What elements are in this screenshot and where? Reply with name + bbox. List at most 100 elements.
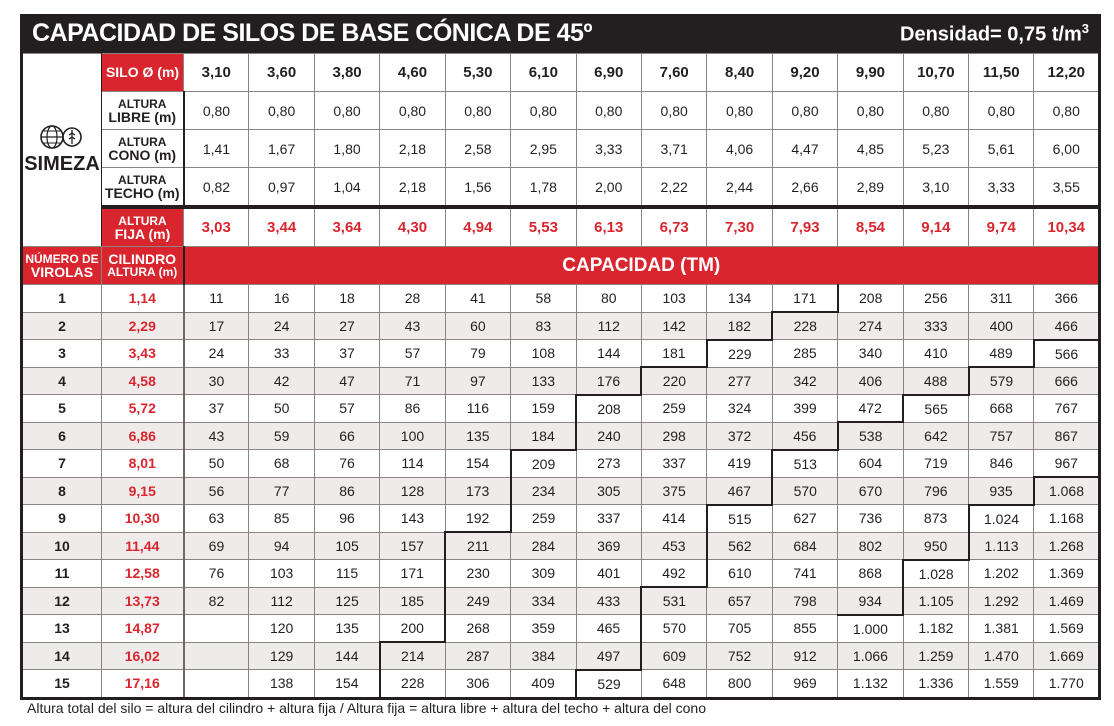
density-label: Densidad= 0,75 t/m3	[900, 21, 1089, 47]
capacity-cell: 134	[706, 284, 773, 313]
row-altura-libre: ALTURA LIBRE (m) 0,80 0,80 0,80 0,80 0,80 0,80…	[22, 91, 1100, 130]
capacity-cell: 176	[575, 366, 642, 395]
capacity-sheet: CAPACIDAD DE SILOS DE BASE CÓNICA DE 45º…	[20, 14, 1101, 716]
table-row: 1 1,14 11 16 18 28 41 58 80 103 134 171 208 256 311 366	[21, 284, 1100, 313]
cilindro-height: 17,16	[101, 669, 185, 699]
virola-number: 14	[21, 641, 102, 670]
capacity-cell: 43	[379, 311, 446, 340]
capacity-cell: 497	[575, 641, 642, 670]
row-silo-diameter: SIMEZA SILO Ø (m) 3,10 3,60 3,80 4,60 5,30 6,…	[21, 53, 1100, 247]
virola-number: 2	[21, 311, 102, 340]
capacity-cell: 1.113	[967, 531, 1035, 560]
density-exponent: 3	[1081, 20, 1089, 36]
capacity-cell: 950	[902, 531, 970, 560]
capacity-cell: 1.569	[1033, 614, 1100, 643]
capacity-cell: 28	[379, 284, 446, 313]
capacity-cell: 138	[248, 669, 315, 699]
capacity-cell	[182, 614, 250, 643]
capacity-cell: 114	[379, 449, 446, 478]
altura-techo-cell: 3,33	[968, 167, 1035, 208]
capacity-cell: 1.202	[968, 559, 1035, 588]
altura-libre-cell: 0,80	[182, 91, 250, 130]
altura-cono-cell: 1,41	[182, 129, 250, 168]
altura-fija-cell: 7,30	[706, 205, 773, 247]
altura-fija-label: ALTURA FIJA (m)	[101, 205, 184, 247]
silo-diameter-cell: 12,20	[1033, 53, 1100, 92]
capacity-cell: 311	[968, 284, 1035, 313]
capacity-cell: 66	[313, 421, 381, 450]
capacity-cell: 798	[771, 586, 839, 615]
silo-diameter-label: SILO Ø (m)	[101, 53, 184, 92]
altura-cono-cell: 2,18	[379, 129, 446, 168]
table-row: 8 9,15 56 77 86 128 173 234 305 375 467 570 670 796 93…	[21, 476, 1100, 505]
capacity-cell: 410	[902, 339, 970, 368]
cilindro-height: 8,01	[101, 449, 185, 478]
capacity-cell: 249	[444, 586, 512, 615]
capacity-cell: 71	[379, 366, 446, 395]
altura-libre-cell: 0,80	[1033, 91, 1100, 130]
table-row: 14 16,02 129 144 214 287 384 497 609 752 912 1.066 1…	[21, 641, 1100, 670]
virola-number: 1	[21, 284, 102, 313]
capacity-cell: 100	[379, 421, 446, 450]
cilindro-height: 12,58	[101, 559, 185, 588]
capacity-cell: 1.470	[968, 641, 1035, 670]
capacity-cell: 433	[575, 586, 642, 615]
capacity-cell: 935	[968, 476, 1035, 505]
altura-fija-cell: 8,54	[837, 205, 904, 247]
altura-libre-cell: 0,80	[968, 91, 1035, 130]
cilindro-label: CILINDRO ALTURA (m)	[101, 246, 185, 285]
capacity-cell: 570	[640, 614, 708, 643]
capacity-cell: 604	[837, 449, 904, 478]
cilindro-height: 10,30	[101, 504, 185, 533]
capacity-cell: 200	[379, 614, 446, 643]
capacity-cell: 234	[509, 476, 577, 505]
capacity-cell: 767	[1033, 394, 1100, 423]
capacity-cell: 333	[902, 311, 970, 340]
cilindro-height: 9,15	[101, 476, 185, 505]
capacity-table: SIMEZA SILO Ø (m) 3,10 3,60 3,80 4,60 5,30 6,…	[20, 53, 1101, 700]
capacity-cell: 305	[575, 476, 642, 505]
footer-note: Altura total del silo = altura del cilin…	[27, 700, 706, 716]
capacity-cell: 492	[640, 559, 708, 588]
capacity-cell: 18	[313, 284, 381, 313]
cilindro-height: 14,87	[101, 614, 185, 643]
capacity-cell: 342	[771, 366, 839, 395]
capacity-cell: 116	[444, 394, 512, 423]
capacity-cell: 184	[510, 421, 577, 450]
altura-techo-cell: 1,04	[313, 167, 381, 208]
capacity-cell: 86	[379, 394, 446, 423]
capacity-cell: 229	[705, 338, 773, 368]
table-row: 6 6,86 43 59 66 100 135 184 240 298 372 456 538 642 75…	[21, 421, 1100, 450]
capacity-cell: 112	[575, 311, 642, 340]
capacity-cell: 103	[248, 559, 315, 588]
capacity-cell: 719	[902, 449, 970, 478]
capacity-cell: 800	[706, 669, 773, 699]
capacity-cell: 670	[837, 476, 904, 505]
capacity-cell: 579	[967, 366, 1035, 395]
capacity-cell: 657	[706, 586, 773, 615]
capacity-cell: 741	[771, 559, 839, 588]
altura-techo-cell: 3,10	[902, 167, 970, 208]
virola-number: 4	[21, 366, 102, 395]
label-line: VIROLAS	[30, 263, 94, 280]
label-line: ALTURA (m)	[107, 264, 178, 279]
capacity-cell: 220	[640, 366, 708, 395]
silo-diameter-cell: 7,60	[640, 53, 708, 92]
capacity-cell: 60	[444, 311, 512, 340]
virola-number: 3	[21, 339, 102, 368]
altura-cono-cell: 3,33	[575, 129, 642, 168]
capacity-cell: 37	[182, 394, 250, 423]
silo-diameter-cell: 9,90	[837, 53, 904, 92]
label-line: TECHO (m)	[104, 184, 180, 201]
table-row: 5 5,72 37 50 57 86 116 159 208 259 324 399 472 565 668…	[21, 393, 1100, 423]
altura-techo-cell: 3,55	[1033, 167, 1100, 208]
capacity-cell: 309	[510, 559, 577, 588]
capacity-cell: 125	[313, 586, 381, 615]
table-row: 13 14,87 120 135 200 268 359 465 570 705 855 1.000 1…	[21, 613, 1100, 643]
altura-techo-cell: 2,18	[379, 167, 446, 208]
capacity-cell: 538	[836, 421, 904, 450]
capacity-cell: 79	[444, 339, 512, 368]
capacity-cell: 752	[706, 641, 773, 670]
capacity-cell: 133	[510, 366, 577, 395]
capacity-cell: 86	[313, 476, 381, 505]
